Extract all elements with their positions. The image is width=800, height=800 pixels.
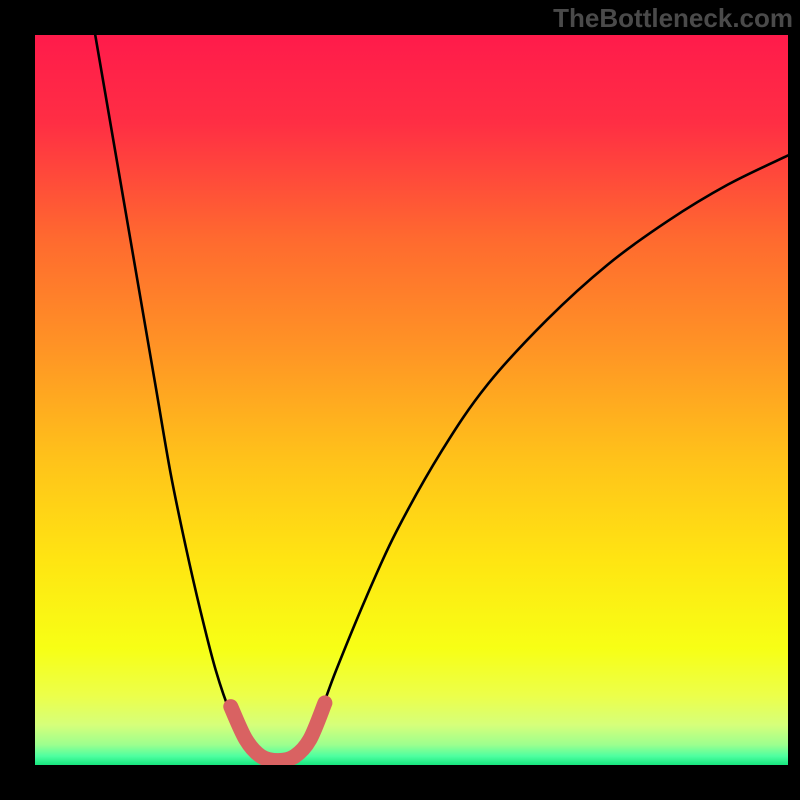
watermark: TheBottleneck.com: [553, 3, 793, 34]
chart-svg: [35, 35, 788, 765]
plot-area: [35, 35, 788, 765]
optimal-range-highlight: [231, 703, 325, 761]
bottleneck-curve: [95, 35, 788, 764]
